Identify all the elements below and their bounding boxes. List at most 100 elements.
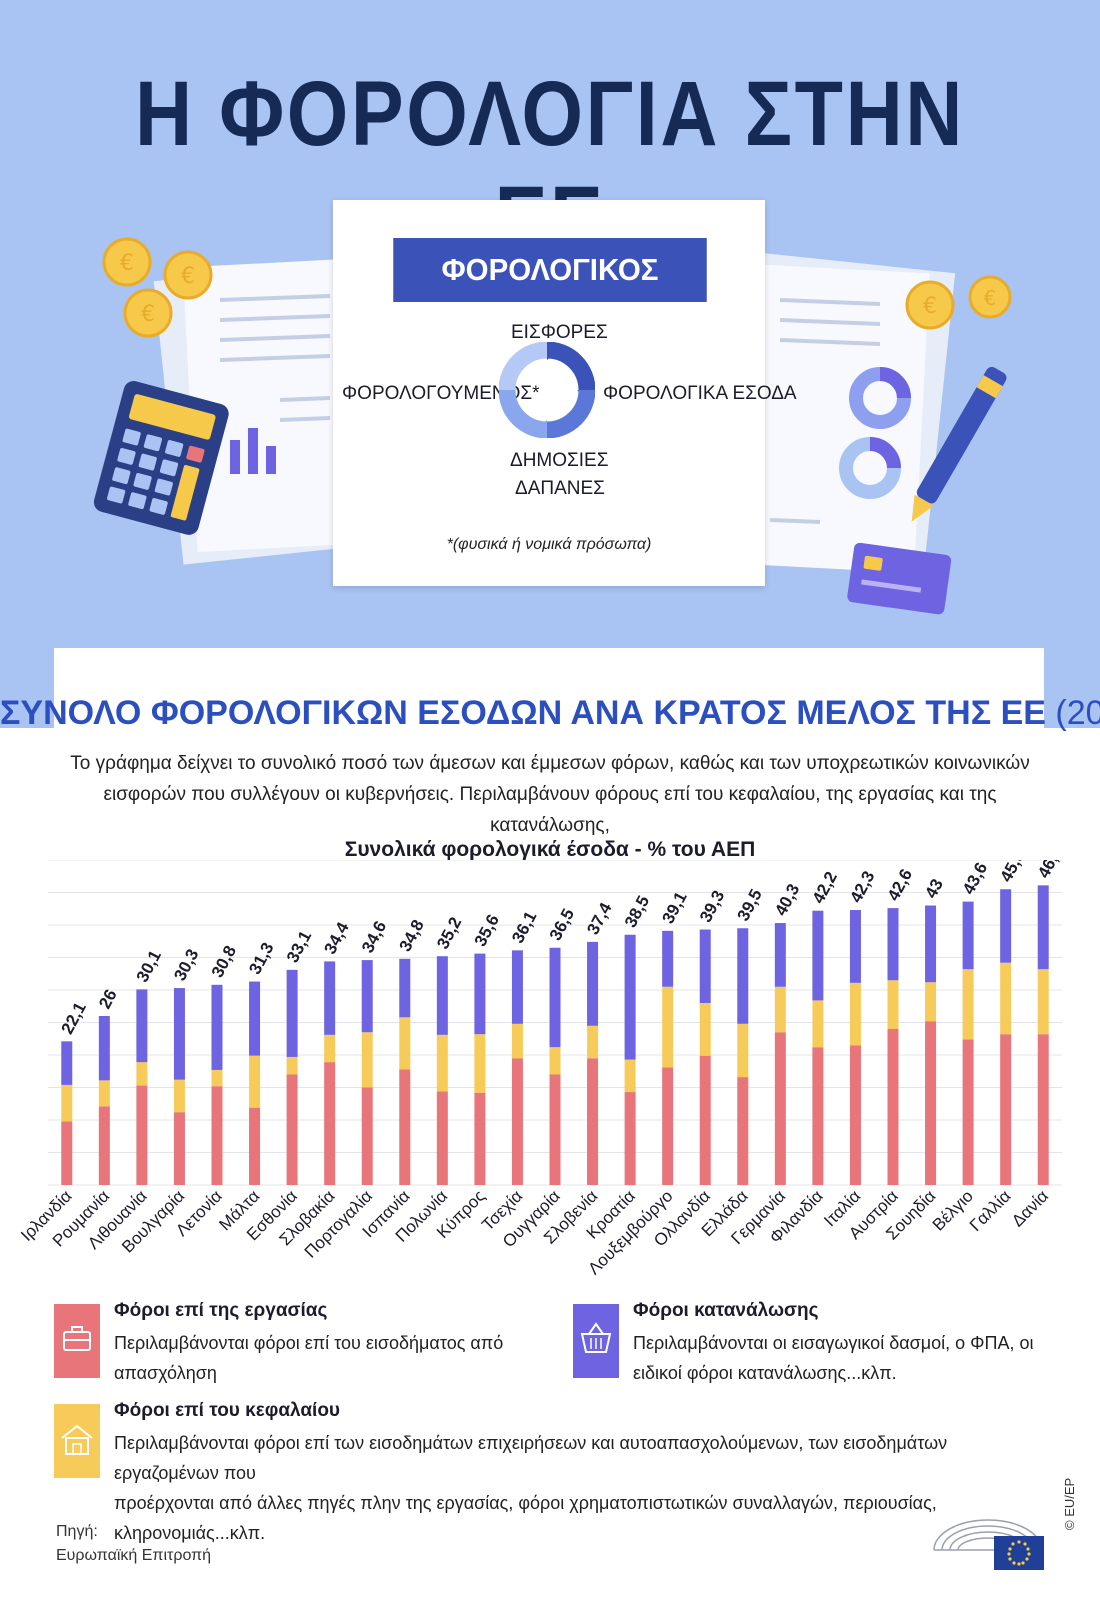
- bar-segment-capital: [812, 1000, 824, 1048]
- legend-capital: Φόροι επί του κεφαλαίου Περιλαμβάνονται …: [54, 1400, 1054, 1543]
- bar-segment-consumption: [136, 989, 148, 1063]
- bar-total-label: 30,3: [170, 946, 202, 984]
- bar-segment-consumption: [249, 981, 261, 1056]
- svg-text:€: €: [120, 251, 134, 276]
- legend-capital-desc-1: Περιλαμβάνονται φόροι επί των εισοδημάτω…: [114, 1433, 948, 1483]
- svg-text:€: €: [923, 294, 937, 319]
- svg-text:€: €: [984, 286, 997, 310]
- bar-segment-consumption: [511, 950, 523, 1024]
- bar-segment-consumption: [436, 956, 448, 1035]
- bar-segment-labour: [361, 1087, 373, 1185]
- bar-segment-consumption: [286, 969, 298, 1057]
- section-title: ΣΥΝΟΛΟ ΦΟΡΟΛΟΓΙΚΩΝ ΕΣΟΔΩΝ ΑΝΑ ΚΡΑΤΟΣ ΜΕΛ…: [0, 694, 1100, 733]
- content-panel-top: [54, 648, 1044, 738]
- bar-segment-capital: [962, 969, 974, 1040]
- bar-segment-consumption: [324, 961, 336, 1035]
- bar-segment-consumption: [699, 929, 711, 1003]
- bar-segment-consumption: [211, 984, 223, 1070]
- bar-segment-consumption: [98, 1016, 110, 1081]
- bar-segment-capital: [511, 1023, 523, 1059]
- bar-segment-capital: [1037, 969, 1049, 1035]
- bar-segment-capital: [98, 1080, 110, 1107]
- bar-segment-capital: [849, 982, 861, 1046]
- bar-segment-capital: [925, 982, 937, 1022]
- bar-segment-consumption: [1000, 889, 1012, 963]
- bar-total-label: 46,1: [1034, 860, 1066, 881]
- bar-total-label: 39,3: [696, 887, 728, 925]
- legend-labour-name: Φόροι επί της εργασίας: [114, 1300, 328, 1321]
- bar-segment-labour: [849, 1045, 861, 1185]
- bar-segment-capital: [361, 1032, 373, 1088]
- section-title-text: ΣΥΝΟΛΟ ΦΟΡΟΛΟΓΙΚΩΝ ΕΣΟΔΩΝ ΑΝΑ ΚΡΑΤΟΣ ΜΕΛ…: [0, 694, 1046, 732]
- bar-segment-labour: [624, 1092, 636, 1185]
- bar-segment-consumption: [812, 910, 824, 1001]
- legend-labour: Φόροι επί της εργασίας Περιλαμβάνονται φ…: [54, 1300, 554, 1390]
- bar-segment-consumption: [925, 905, 937, 983]
- bar-segment-labour: [249, 1107, 261, 1185]
- euro-coins-right-icon: € €: [905, 275, 1012, 330]
- bar-total-label: 39,5: [734, 886, 766, 924]
- bar-segment-consumption: [1037, 885, 1049, 970]
- bar-segment-consumption: [361, 960, 373, 1033]
- section-title-year: (2019): [1055, 694, 1100, 732]
- bar-segment-labour: [474, 1092, 486, 1185]
- bar-segment-capital: [699, 1003, 711, 1056]
- cycle-label-spending-line1: ΔΗΜΟΣΙΕΣ: [510, 450, 609, 471]
- legend-consumption-desc-2: ειδικοί φόροι κατανάλωσης...κλπ.: [633, 1363, 897, 1383]
- legend-labour-desc: Περιλαμβάνονται φόροι επί του εισοδήματο…: [114, 1328, 503, 1388]
- bar-segment-capital: [774, 986, 786, 1033]
- bar-segment-capital: [249, 1055, 261, 1108]
- legend-capital-desc: Περιλαμβάνονται φόροι επί των εισοδημάτω…: [114, 1428, 1054, 1548]
- bar-segment-labour: [587, 1058, 599, 1185]
- bar-segment-capital: [436, 1034, 448, 1092]
- bar-segment-labour: [812, 1047, 824, 1185]
- bar-segment-consumption: [173, 988, 185, 1080]
- bar-segment-capital: [286, 1056, 298, 1075]
- bar-segment-labour: [324, 1062, 336, 1185]
- source-value: Ευρωπαϊκή Επιτροπή: [56, 1547, 212, 1564]
- legend-consumption-name: Φόροι κατανάλωσης: [633, 1300, 819, 1321]
- bar-segment-labour: [737, 1077, 749, 1185]
- x-tick-label: Γαλλία: [966, 1186, 1015, 1235]
- bar-segment-capital: [737, 1023, 749, 1078]
- bar-segment-capital: [662, 986, 674, 1068]
- source-label: Πηγή:: [56, 1523, 98, 1540]
- cycle-label-spending-line2: ΔΑΠΑΝΕΣ: [515, 478, 605, 499]
- bar-segment-consumption: [662, 930, 674, 987]
- bar-segment-capital: [1000, 962, 1012, 1035]
- chart-title: Συνολικά φορολογικά έσοδα - % του ΑΕΠ: [344, 838, 756, 861]
- building-icon: [54, 1404, 100, 1478]
- euro-coins-left-icon: € € €: [102, 237, 213, 338]
- cycle-footnote: *(φυσικά ή νομικά πρόσωπα): [446, 536, 652, 553]
- pen-icon: [911, 366, 1007, 522]
- page-title: Η ΦΟΡΟΛΟΓΙΑ ΣΤΗΝ ΕΕ: [134, 63, 966, 270]
- bar-segment-capital: [324, 1034, 336, 1063]
- bar-segment-labour: [549, 1074, 561, 1185]
- bar-segment-capital: [474, 1034, 486, 1093]
- legend-capital-name: Φόροι επί του κεφαλαίου: [114, 1400, 340, 1421]
- intro-line-1: Το γράφημα δείχνει το συνολικό ποσό των …: [70, 753, 1030, 774]
- svg-text:€: €: [181, 264, 195, 289]
- bar-segment-labour: [962, 1039, 974, 1185]
- bar-segment-capital: [887, 980, 899, 1029]
- credit-card-icon: [847, 542, 952, 615]
- tax-cycle-card: ΦΟΡΟΛΟΓΙΚΟΣ ΚΥΚΛΟΣ ΕΙΣΦΟΡΕΣ ΦΟΡΟΛΟΓΟΥΜΕΝ…: [333, 200, 797, 586]
- bar-total-label: 45,5: [996, 860, 1028, 885]
- legend-consumption-desc: Περιλαμβάνονται οι εισαγωγικοί δασμοί, ο…: [633, 1328, 1034, 1388]
- bar-total-label: 35,6: [471, 911, 503, 949]
- bar-segment-labour: [662, 1067, 674, 1185]
- bar-total-label: 40,3: [771, 881, 803, 919]
- bar-segment-labour: [774, 1032, 786, 1185]
- bar-total-label: 39,1: [658, 889, 690, 927]
- bar-segment-labour: [1037, 1034, 1049, 1185]
- bar-segment-capital: [61, 1084, 73, 1122]
- bar-total-label: 43,6: [959, 860, 991, 897]
- bar-segment-consumption: [774, 923, 786, 987]
- bar-segment-labour: [887, 1029, 899, 1185]
- bar-segment-consumption: [549, 947, 561, 1048]
- bar-segment-consumption: [849, 910, 861, 983]
- bar-segment-labour: [173, 1112, 185, 1185]
- bar-segment-labour: [699, 1055, 711, 1185]
- intro-line-2: εισφορών που συλλέγουν οι κυβερνήσεις. Π…: [103, 784, 997, 836]
- bar-total-label: 37,4: [583, 899, 616, 938]
